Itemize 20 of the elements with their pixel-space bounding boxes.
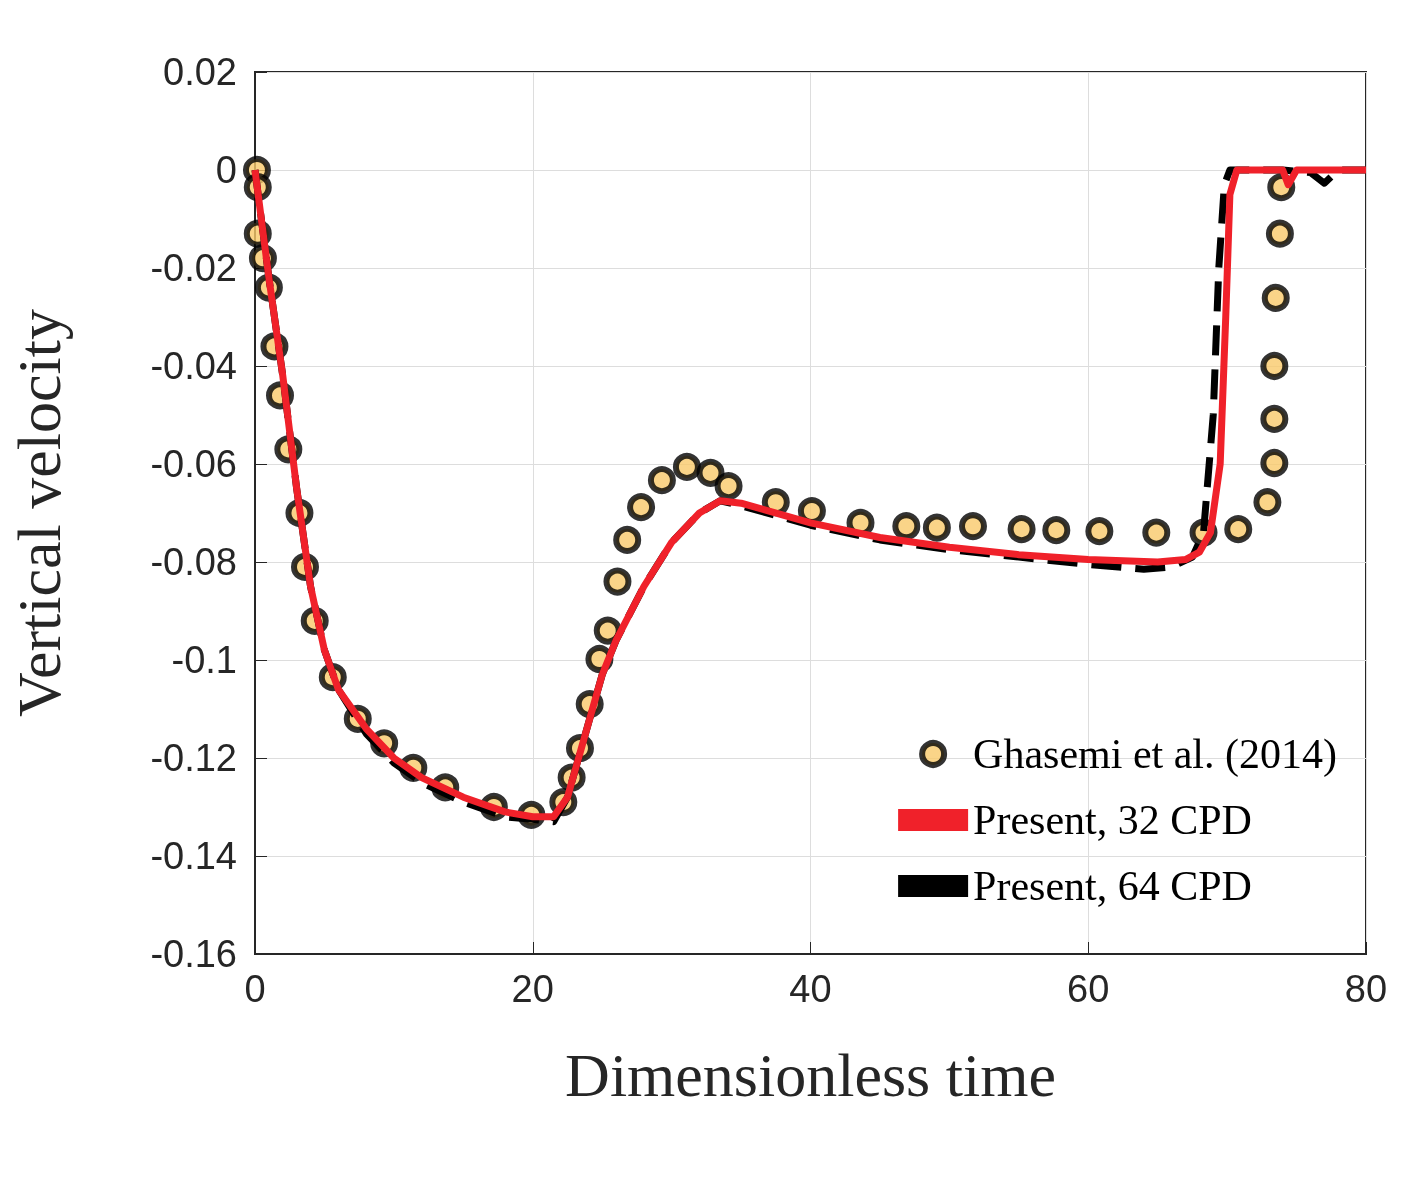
y-tick-label: -0.16 (150, 933, 237, 975)
y-tick-label: -0.06 (150, 443, 237, 485)
y-tick-label: -0.02 (150, 247, 237, 289)
x-tick-label: 60 (1067, 968, 1110, 1010)
y-tick-label: -0.12 (150, 737, 237, 779)
y-axis-title: Vertical velocity (5, 309, 73, 717)
y-tick-label: 0.02 (163, 51, 237, 93)
y-tick-label: -0.14 (150, 835, 237, 877)
y-tick-label: -0.04 (150, 345, 237, 387)
x-tick-label: 0 (244, 968, 266, 1010)
legend-label: Present, 32 CPD (973, 797, 1252, 843)
legend-label: Ghasemi et al. (2014) (973, 731, 1337, 778)
legend-label: Present, 64 CPD (973, 863, 1252, 909)
x-tick-label: 20 (511, 968, 554, 1010)
y-tick-label: -0.1 (171, 639, 237, 681)
x-tick-label: 80 (1344, 968, 1388, 1010)
y-tick-label: 0 (215, 149, 237, 191)
y-tick-label: -0.08 (150, 541, 237, 583)
x-tick-label: 40 (789, 968, 832, 1010)
x-axis-title: Dimensionless time (565, 1041, 1056, 1109)
